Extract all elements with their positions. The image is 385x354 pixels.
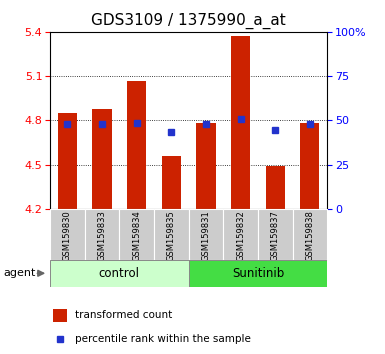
FancyBboxPatch shape [258, 209, 293, 260]
Text: agent: agent [4, 268, 36, 278]
FancyBboxPatch shape [154, 209, 189, 260]
Text: GSM159834: GSM159834 [132, 210, 141, 261]
Text: GSM159838: GSM159838 [305, 210, 315, 261]
Bar [92, 109, 112, 209]
Text: percentile rank within the sample: percentile rank within the sample [75, 334, 251, 344]
Text: GSM159833: GSM159833 [97, 210, 107, 261]
Text: GSM159832: GSM159832 [236, 210, 245, 261]
FancyBboxPatch shape [85, 209, 119, 260]
FancyBboxPatch shape [293, 209, 327, 260]
FancyBboxPatch shape [189, 260, 327, 287]
Text: GSM159835: GSM159835 [167, 210, 176, 261]
Text: GSM159830: GSM159830 [63, 210, 72, 261]
Bar [300, 123, 320, 209]
Bar [53, 309, 67, 322]
Bar [58, 113, 77, 209]
Text: Sunitinib: Sunitinib [232, 267, 284, 280]
Text: GSM159831: GSM159831 [201, 210, 211, 261]
Text: control: control [99, 267, 140, 280]
Text: GDS3109 / 1375990_a_at: GDS3109 / 1375990_a_at [91, 12, 286, 29]
Text: transformed count: transformed count [75, 310, 172, 320]
Bar [196, 123, 216, 209]
FancyBboxPatch shape [189, 209, 223, 260]
Bar [231, 36, 250, 209]
FancyBboxPatch shape [119, 209, 154, 260]
FancyBboxPatch shape [50, 209, 85, 260]
FancyBboxPatch shape [50, 260, 189, 287]
Bar [266, 166, 285, 209]
Bar [127, 80, 146, 209]
Text: GSM159837: GSM159837 [271, 210, 280, 261]
FancyBboxPatch shape [223, 209, 258, 260]
Bar [162, 156, 181, 209]
